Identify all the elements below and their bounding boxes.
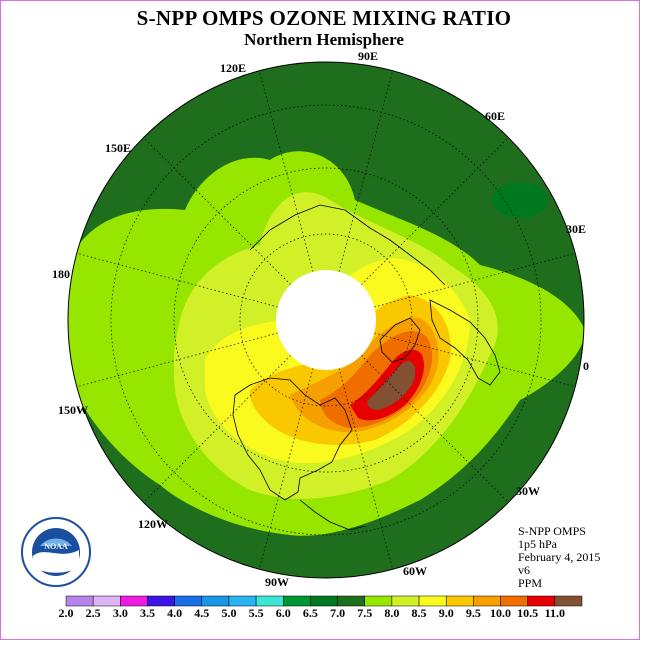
colorbar-swatch bbox=[283, 595, 311, 607]
colorbar-label: 11.0 bbox=[544, 606, 565, 620]
colorbar-label: 4.5 bbox=[194, 606, 210, 620]
colorbar-label: 6.0 bbox=[275, 606, 291, 620]
meridian-line bbox=[338, 70, 394, 272]
colorbar-label: 9.5 bbox=[465, 606, 481, 620]
page-frame bbox=[0, 0, 640, 640]
noaa-logo-text: NOAA bbox=[44, 542, 68, 551]
lon-label-150e: 150E bbox=[105, 141, 131, 155]
lon-label-60w: 60W bbox=[403, 564, 427, 578]
colorbar-swatch bbox=[255, 595, 284, 607]
meridian-line bbox=[258, 368, 314, 570]
colorbar-swatch bbox=[228, 595, 257, 607]
colorbar-label: 7.5 bbox=[357, 606, 373, 620]
colorbar-swatch bbox=[120, 595, 148, 607]
meridian-line bbox=[76, 252, 278, 308]
graticule bbox=[76, 70, 576, 570]
info-units: PPM bbox=[518, 576, 543, 590]
longitude-labels: 90E 60E 30E 0 30W 60W 90W 120W 150W 180 … bbox=[52, 49, 589, 589]
colorbar-swatch bbox=[418, 595, 447, 607]
colorbar-label: 4.0 bbox=[167, 606, 183, 620]
colorbar-label: 5.0 bbox=[221, 606, 237, 620]
info-pressure: 1p5 hPa bbox=[518, 537, 557, 551]
field-11-0 bbox=[367, 360, 416, 410]
noaa-logo: NOAA bbox=[21, 517, 91, 587]
info-instrument: S-NPP OMPS bbox=[518, 524, 586, 538]
meridian-line bbox=[338, 368, 394, 570]
lon-label-120w: 120W bbox=[138, 517, 168, 531]
colorbar-label: 7.0 bbox=[330, 606, 346, 620]
coastlines bbox=[232, 204, 501, 531]
colorbar-swatch bbox=[147, 595, 175, 607]
colorbar-swatch bbox=[500, 595, 528, 607]
colorbar-swatch bbox=[310, 595, 338, 607]
colorbar-label: 8.5 bbox=[411, 606, 427, 620]
colorbar bbox=[65, 595, 583, 607]
polar-no-data-cap bbox=[276, 270, 376, 370]
lon-label-0: 0 bbox=[583, 359, 589, 373]
lon-label-120e: 120E bbox=[220, 61, 246, 75]
field-6-5-patch bbox=[492, 182, 548, 218]
map-title: S-NPP OMPS OZONE MIXING RATIO bbox=[136, 6, 512, 30]
lon-label-60e: 60E bbox=[485, 109, 505, 123]
colorbar-swatch bbox=[364, 595, 393, 607]
colorbar-label: 3.5 bbox=[139, 606, 155, 620]
meridian-line bbox=[143, 355, 291, 503]
colorbar-label: 3.0 bbox=[112, 606, 128, 620]
colorbar-swatch bbox=[201, 595, 230, 607]
colorbar-label: 6.5 bbox=[302, 606, 318, 620]
colorbar-label: 10.0 bbox=[490, 606, 512, 620]
lon-label-30e: 30E bbox=[566, 222, 586, 236]
meridian-line bbox=[143, 137, 291, 285]
colorbar-swatch bbox=[174, 595, 203, 607]
info-version: v6 bbox=[518, 563, 530, 577]
lon-label-90w: 90W bbox=[265, 575, 289, 589]
meridian-line bbox=[374, 332, 576, 388]
lon-label-180: 180 bbox=[52, 267, 70, 281]
meridian-line bbox=[361, 355, 509, 503]
meridian-line bbox=[374, 252, 576, 308]
colorbar-swatch bbox=[527, 595, 556, 607]
colorbar-label: 2.0 bbox=[58, 606, 74, 620]
colorbar-label: 8.0 bbox=[384, 606, 400, 620]
colorbar-swatch bbox=[391, 595, 420, 607]
meridian-line bbox=[76, 332, 278, 388]
coast-greenland bbox=[379, 317, 421, 363]
coast-north-america bbox=[232, 377, 353, 501]
colorbar-label: 2.5 bbox=[85, 606, 101, 620]
colorbar-swatch bbox=[445, 595, 474, 607]
lon-label-150w: 150W bbox=[58, 403, 88, 417]
lon-label-90e: 90E bbox=[358, 49, 378, 63]
colorbar-swatch bbox=[337, 595, 365, 607]
coast-central-america bbox=[299, 499, 366, 531]
coast-europe bbox=[429, 299, 501, 386]
meridian-line bbox=[258, 70, 314, 272]
coast-asia bbox=[249, 204, 446, 286]
colorbar-label: 5.5 bbox=[248, 606, 264, 620]
meridian-line bbox=[361, 137, 509, 285]
lon-label-30w: 30W bbox=[516, 484, 540, 498]
colorbar-swatch bbox=[65, 595, 94, 607]
colorbar-swatch bbox=[92, 595, 121, 607]
colorbar-swatch bbox=[554, 595, 583, 607]
map-border bbox=[67, 61, 585, 579]
colorbar-label: 10.5 bbox=[517, 606, 539, 620]
info-date: February 4, 2015 bbox=[518, 550, 601, 564]
colorbar-swatch bbox=[473, 595, 501, 607]
colorbar-label: 9.0 bbox=[438, 606, 454, 620]
map-subtitle: Northern Hemisphere bbox=[244, 30, 404, 49]
